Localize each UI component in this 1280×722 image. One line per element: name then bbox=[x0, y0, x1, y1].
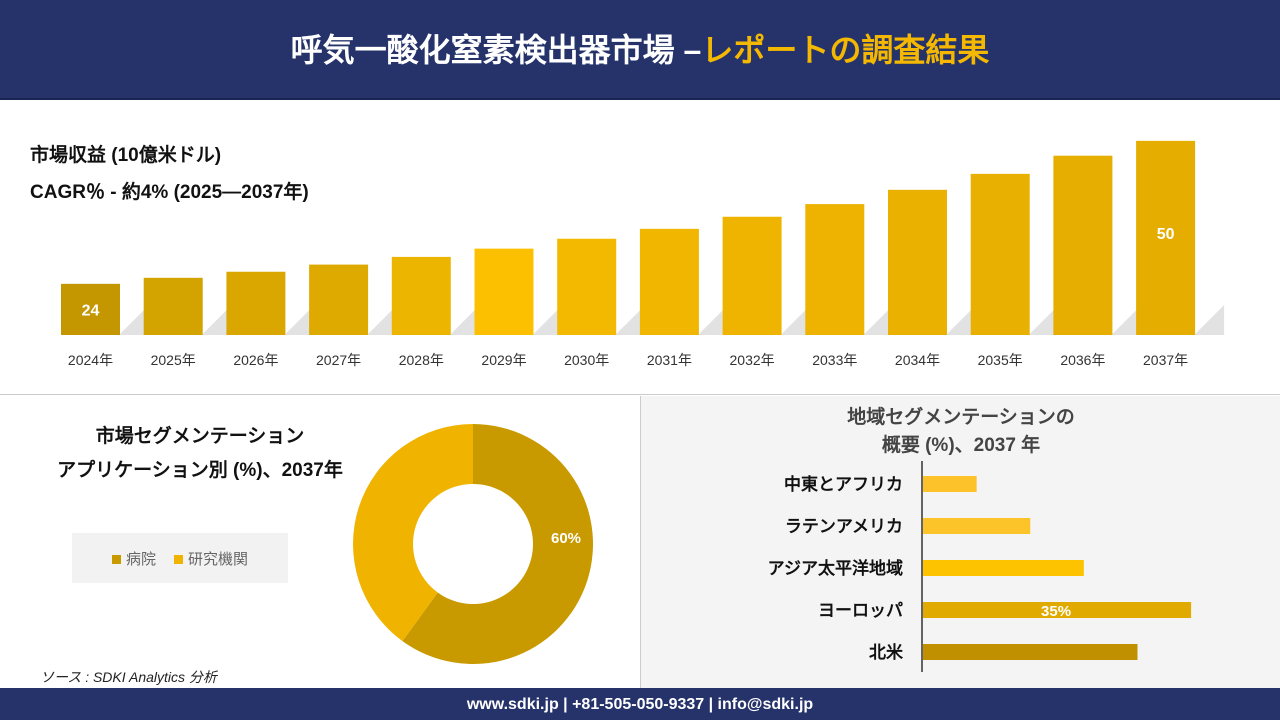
tick-label: 2025年 bbox=[151, 352, 196, 368]
tick-label: 2033年 bbox=[812, 352, 857, 368]
segment-title-line2: アプリケーション別 (%)、2037年 bbox=[57, 460, 343, 481]
tick-label: 2028年 bbox=[399, 352, 444, 368]
revenue-bar-chart: 2024年 24 2025年 2026年 2027年 2028年 2029年 2030年 203… bbox=[61, 140, 1225, 368]
bar bbox=[309, 264, 369, 335]
bar-shadow bbox=[697, 305, 728, 335]
bar bbox=[226, 271, 286, 335]
category-label: 中東とアフリカ bbox=[784, 474, 903, 494]
bar bbox=[923, 518, 1031, 534]
legend: 病院 研究機関 bbox=[72, 533, 288, 583]
segment-title-line1: 市場セグメンテーション bbox=[95, 426, 305, 447]
bar bbox=[923, 644, 1138, 660]
bar-shadow bbox=[615, 305, 646, 335]
bar bbox=[888, 189, 947, 335]
bar-shadow bbox=[449, 305, 480, 335]
bar bbox=[61, 283, 120, 335]
category-label: アジア太平洋地域 bbox=[768, 558, 903, 578]
divider bbox=[640, 396, 641, 688]
region-title-line2: 概要 (%)、2037 年 bbox=[881, 435, 1041, 456]
tick-label: 2036年 bbox=[1060, 352, 1105, 368]
bar-shadow bbox=[780, 305, 811, 335]
bar-shadow bbox=[946, 305, 976, 335]
category-label: 北米 bbox=[869, 642, 904, 662]
bar bbox=[1053, 155, 1113, 335]
tick-label: 2029年 bbox=[481, 352, 526, 368]
tick-label: 2034年 bbox=[895, 352, 940, 368]
legend-item-hospital: 病院 bbox=[111, 548, 156, 569]
bar-shadow bbox=[119, 305, 149, 335]
legend-label: 研究機関 bbox=[188, 550, 249, 568]
tick-label: 2026年 bbox=[233, 352, 278, 368]
bar-shadow bbox=[367, 305, 398, 335]
category-label: ラテンアメリカ bbox=[785, 517, 903, 536]
bar bbox=[474, 248, 534, 335]
tick-label: 2027年 bbox=[316, 352, 361, 368]
bar bbox=[639, 228, 699, 335]
bar bbox=[1136, 140, 1196, 335]
bar-shadow bbox=[532, 305, 563, 335]
tick-label: 2037年 bbox=[1143, 352, 1188, 368]
footer-contact: www.sdki.jp | +81-505-050-9337 | info@sd… bbox=[0, 688, 1280, 720]
bar bbox=[557, 238, 617, 335]
source-note: ソース : SDKI Analytics 分析 bbox=[40, 669, 217, 685]
region-panel bbox=[641, 396, 1280, 688]
revenue-label: 市場収益 (10億米ドル) bbox=[30, 145, 222, 166]
tick-label: 2031年 bbox=[647, 352, 692, 368]
bar bbox=[391, 256, 451, 335]
legend-label: 病院 bbox=[125, 550, 156, 568]
bar bbox=[805, 204, 865, 335]
bar-shadow bbox=[863, 305, 894, 335]
bar bbox=[923, 476, 977, 492]
donut-slice bbox=[352, 424, 473, 642]
legend-swatch bbox=[111, 554, 121, 564]
category-label: ヨーロッパ bbox=[818, 601, 903, 620]
tick-label: 2035年 bbox=[978, 352, 1023, 368]
title-accent: レポートの調査結果 bbox=[701, 32, 990, 68]
bar-shadow bbox=[1111, 305, 1142, 335]
legend-swatch bbox=[174, 554, 183, 564]
bar bbox=[923, 602, 1192, 618]
title-main: 呼気一酸化窒素検出器市場 – bbox=[290, 32, 702, 68]
bar-shadow bbox=[1028, 305, 1059, 335]
application-donut-chart: 60% bbox=[352, 424, 593, 664]
data-label: 50 bbox=[1157, 226, 1175, 243]
bar bbox=[722, 216, 782, 335]
legend-item-research: 研究機関 bbox=[174, 548, 248, 569]
region-title-line1: 地域セグメンテーションの bbox=[847, 407, 1075, 428]
tick-label: 2024年 bbox=[68, 352, 113, 368]
divider bbox=[0, 394, 1280, 395]
bar-shadow bbox=[284, 305, 315, 335]
header-banner: 呼気一酸化窒素検出器市場 –レポートの調査結果 bbox=[0, 0, 1280, 100]
segment-title: 市場セグメンテーションアプリケーション別 (%)、2037年 bbox=[40, 420, 360, 488]
data-label: 35% bbox=[1041, 603, 1071, 620]
bar bbox=[970, 173, 1030, 335]
bar-shadow bbox=[1194, 305, 1225, 335]
bar bbox=[143, 277, 203, 335]
tick-label: 2032年 bbox=[730, 352, 775, 368]
region-title: 地域セグメンテーションの 概要 (%)、2037 年 bbox=[741, 404, 1181, 460]
bar bbox=[923, 560, 1084, 576]
bar-shadow bbox=[201, 305, 232, 335]
slice-label: 60% bbox=[551, 530, 581, 547]
donut-slice bbox=[402, 424, 593, 664]
data-label: 24 bbox=[82, 302, 100, 319]
cagr-label: CAGR％ - 約4% (2025—2037年) bbox=[30, 182, 309, 203]
tick-label: 2030年 bbox=[564, 352, 609, 368]
